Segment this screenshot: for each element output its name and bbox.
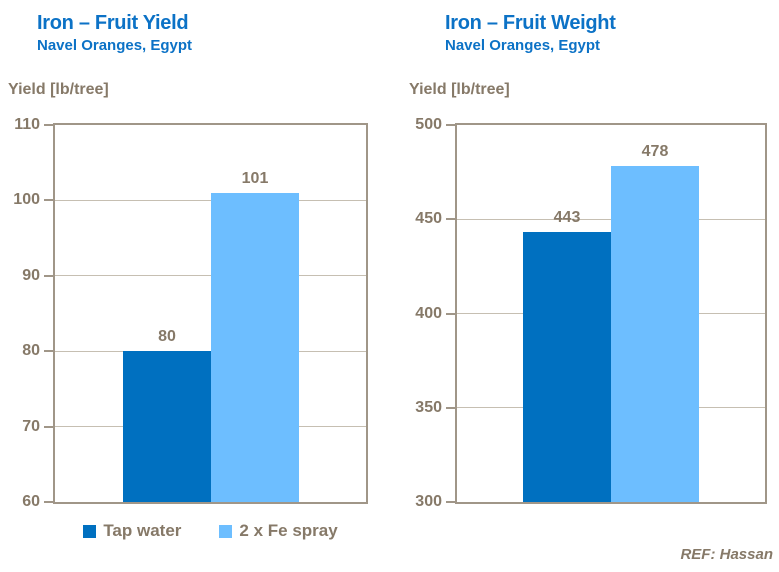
y-tick-label: 110: [14, 116, 40, 133]
y-axis-tick: [44, 199, 53, 202]
bar-2-x-fe-spray: [611, 166, 699, 502]
chart-subtitle: Navel Oranges, Egypt: [37, 37, 193, 54]
y-axis-tick: [446, 124, 455, 126]
y-axis-tick: [446, 312, 455, 315]
y-axis-tick: [446, 218, 455, 221]
chart-legend: Tap water 2 x Fe spray: [53, 521, 368, 541]
reference-text: REF: Hassan: [680, 546, 773, 563]
y-axis-tick: [446, 501, 455, 503]
bar-value-label: 443: [553, 209, 581, 226]
y-tick-label: 90: [22, 266, 40, 284]
chart-title: Iron – Fruit Weight: [445, 12, 616, 34]
y-tick-label: 60: [22, 493, 40, 510]
y-tick-label: 300: [415, 493, 442, 510]
legend-label: 2 x Fe spray: [239, 521, 338, 540]
bar-tap-water: [123, 351, 211, 502]
chart-title: Iron – Fruit Yield: [37, 12, 189, 34]
gridline: [55, 199, 366, 201]
y-tick-label: 400: [415, 304, 442, 322]
y-tick-label: 80: [22, 342, 40, 360]
y-tick-label: 70: [22, 417, 40, 435]
gridline: [55, 275, 366, 277]
y-axis-tick: [44, 274, 53, 277]
bar-value-label: 80: [158, 328, 176, 345]
y-tick-label: 500: [415, 116, 442, 133]
bar-value-label: 478: [641, 143, 669, 160]
legend-item-tap-water: Tap water: [83, 521, 181, 541]
legend-item-fe-spray: 2 x Fe spray: [219, 521, 338, 541]
y-axis-tick: [44, 350, 53, 353]
bar-tap-water: [523, 232, 611, 502]
bar-2-x-fe-spray: [211, 193, 299, 502]
y-axis-tick: [446, 406, 455, 409]
bar-value-label: 101: [241, 170, 269, 187]
y-axis-tick: [44, 124, 53, 126]
legend-label: Tap water: [103, 521, 182, 540]
plot-area: 500 450 400 350 300 443 478: [415, 116, 767, 510]
y-axis-tick: [44, 425, 53, 428]
plot-area: 110 100 90 80 70 60 80 101: [13, 116, 368, 510]
y-tick-label: 350: [415, 398, 442, 416]
legend-swatch-tap-water: [83, 524, 97, 538]
y-axis-tick: [44, 501, 53, 503]
y-axis-title: Yield [lb/tree]: [8, 81, 109, 98]
y-tick-label: 450: [415, 210, 442, 228]
legend-swatch-fe-spray: [219, 524, 233, 538]
chart-subtitle: Navel Oranges, Egypt: [445, 37, 601, 54]
y-tick-label: 100: [13, 191, 40, 209]
y-axis-title: Yield [lb/tree]: [409, 81, 510, 98]
